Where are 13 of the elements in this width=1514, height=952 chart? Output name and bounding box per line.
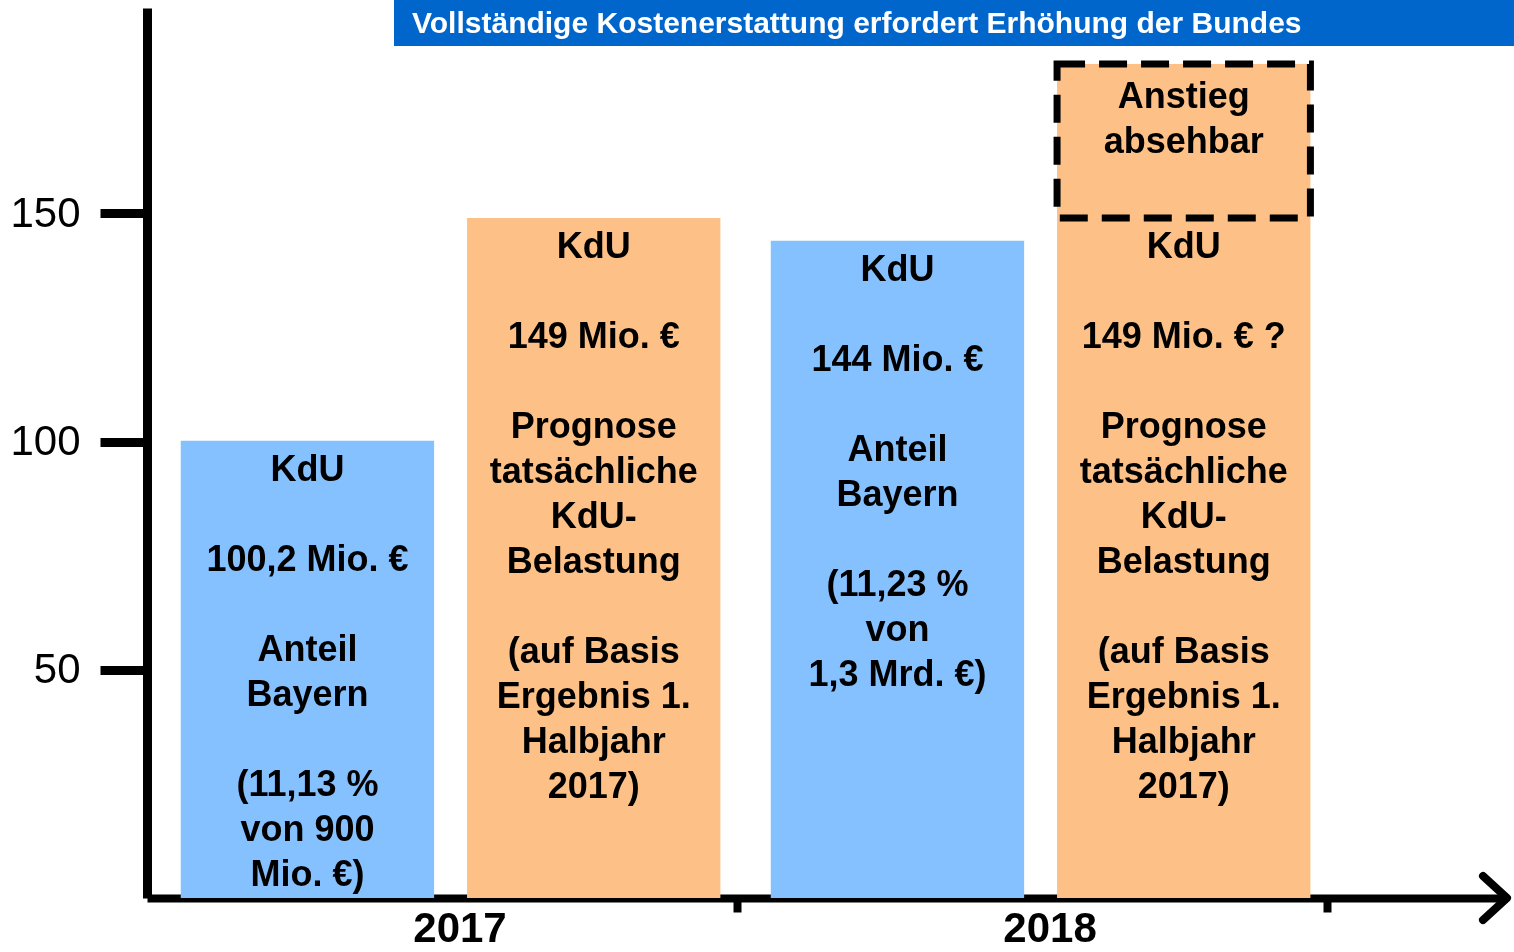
y-tick-label: 150 [10,188,81,236]
text: KdU 149 Mio. € Prognose tatsächliche KdU- Belastung (auf Basis Ergebnis 1. Halbjahr 2017) [489,224,698,806]
text: KdU 100,2 Mio. € Anteil Bayern (11,13 % von 900 Mio. €) [206,447,409,894]
y-tick-label: 100 [10,417,81,465]
text: KdU 149 Mio. € ? Prognose tatsächliche KdU- Belastung (auf Basis Ergebnis 1. Halbjahr 2017) [1079,224,1288,806]
y-tick-label: 50 [33,645,81,693]
text: KdU 144 Mio. € Anteil Bayern (11,23 % von 1,3 Mrd. €) [808,247,987,694]
bar [180,440,435,898]
chart-title: Vollständige Kostenerstattung erfordert Erhöhung der Bundes [412,5,1302,41]
x-tick-label: 2018 [1003,903,1097,951]
bar [770,240,1025,898]
annotation: Anstieg absehbar [1103,74,1264,161]
x-tick-label: 2017 [413,903,507,951]
